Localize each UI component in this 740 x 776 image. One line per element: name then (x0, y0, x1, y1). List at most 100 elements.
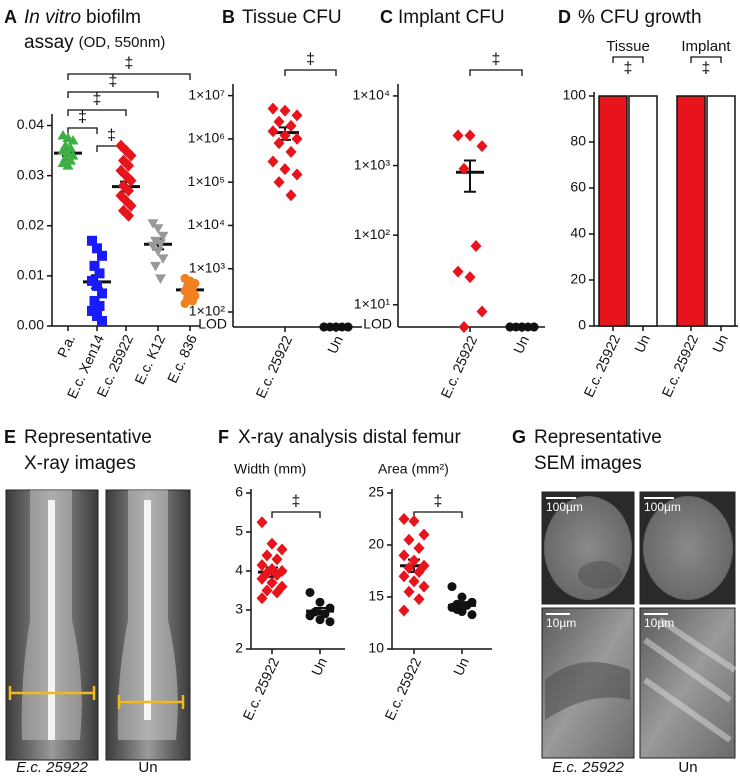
y-tick-label: 1×10¹ (354, 296, 391, 312)
data-point (464, 129, 476, 142)
data-point (87, 305, 97, 316)
x-tick-label: E.c. 25922 (658, 332, 701, 400)
data-point (92, 243, 102, 254)
y-tick-label: 1×10³ (189, 259, 226, 275)
y-tick-label: 0.03 (17, 166, 44, 182)
data-point (452, 604, 462, 614)
y-tick-label: 1×10⁷ (188, 86, 225, 102)
sem-feature (643, 496, 733, 600)
data-point (505, 322, 515, 332)
panel-subtitle: assay (OD, 550nm) (24, 32, 165, 53)
scale-label: 100µm (644, 500, 681, 514)
panel-letter: G (512, 427, 526, 447)
y-tick-label: 6 (235, 484, 243, 500)
significance-label: ‡ (78, 109, 87, 126)
panel-title: Representative (24, 427, 152, 448)
data-point (279, 163, 291, 176)
data-point (276, 543, 288, 556)
y-tick-label: 3 (235, 601, 243, 617)
data-point (97, 315, 107, 326)
data-point (67, 135, 79, 145)
y-tick-label: 0.00 (17, 317, 44, 333)
significance-bracket (284, 69, 337, 76)
data-point (155, 239, 166, 249)
data-point (125, 199, 137, 212)
y-tick-label: 60 (570, 179, 586, 195)
data-point (180, 298, 190, 308)
significance-bracket (469, 69, 523, 76)
data-point (320, 609, 330, 619)
significance-label: ‡ (93, 91, 102, 108)
data-point (271, 553, 283, 566)
x-tick-label: Un (510, 333, 532, 356)
data-point (123, 209, 134, 222)
data-point (256, 559, 268, 572)
lod-label: LOD (363, 316, 392, 332)
panel-title: X-ray analysis distal femur (238, 427, 461, 448)
data-point (403, 561, 415, 574)
data-point (147, 219, 159, 229)
data-point (97, 288, 107, 299)
y-tick-label: 5 (235, 523, 243, 539)
data-point (92, 310, 102, 321)
y-tick-label: 1×10² (189, 303, 226, 319)
x-tick-label: Un (631, 332, 653, 355)
title-italic: In vitro (24, 7, 81, 28)
sem-images (541, 491, 737, 759)
image-label: E.c. 25922 (552, 759, 624, 776)
significance-bracket (690, 56, 722, 63)
chart-title: Tissue CFU (242, 7, 342, 28)
significance-bracket (67, 109, 127, 116)
panel-title: Representative (534, 427, 662, 448)
x-tick-label: E.c. 25922 (580, 332, 623, 400)
data-point (261, 549, 273, 562)
x-tick-label: E.c. 25922 (252, 333, 295, 401)
x-tick-label: P.a. (54, 332, 78, 360)
group-label: Tissue (606, 38, 650, 55)
scale-label: 10µm (644, 616, 674, 630)
data-point (462, 600, 472, 610)
implant (144, 500, 151, 720)
data-point (408, 554, 420, 567)
data-point (267, 102, 279, 115)
panel-letter: D (558, 7, 571, 27)
scale-bar (546, 497, 674, 615)
data-point (89, 260, 100, 271)
data-point (155, 274, 166, 284)
data-point (343, 322, 353, 332)
implant (48, 500, 55, 740)
scale-label: 100µm (546, 500, 583, 514)
chart-title: Implant CFU (398, 7, 505, 28)
data-point (152, 224, 164, 234)
measure-line (117, 695, 185, 709)
data-point (123, 159, 134, 172)
data-point (315, 597, 325, 607)
chart: A In vitro biofilm assay (OD, 550nm) 0.00 0.01… (4, 7, 204, 401)
sem-feature (643, 617, 737, 743)
group-label: Implant (681, 38, 731, 55)
data-point (464, 271, 476, 284)
data-point (188, 296, 197, 306)
data-point (261, 584, 273, 597)
panel-letter: E (4, 427, 16, 447)
data-point (413, 593, 425, 606)
sem-feature (545, 662, 630, 720)
subtitle-text: assay (24, 32, 74, 53)
bar (676, 95, 706, 327)
significance-bracket (67, 73, 191, 80)
y-tick-label: 1×10⁴ (352, 87, 390, 103)
data-point (319, 322, 329, 332)
x-tick-label: Un (308, 655, 330, 678)
data-point (273, 137, 285, 150)
data-point (413, 542, 425, 555)
data-point (271, 586, 283, 599)
lod-label: LOD (198, 316, 227, 332)
y-tick-label: 10 (368, 640, 384, 656)
data-point (266, 576, 278, 589)
data-point (476, 140, 488, 153)
data-point (267, 155, 279, 168)
data-point (125, 174, 137, 187)
data-point (305, 611, 315, 621)
